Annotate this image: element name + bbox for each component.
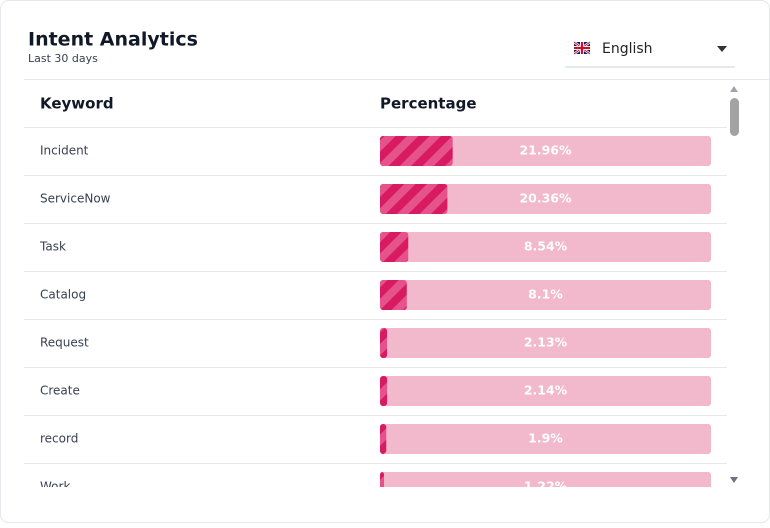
select-value[interactable]: English — [602, 41, 653, 57]
title: Intent Analytics — [28, 29, 198, 51]
percentage-label: 8.54% — [524, 239, 568, 254]
bar-track — [380, 376, 711, 406]
bar-fill — [380, 424, 387, 454]
bar-fill — [380, 232, 409, 262]
bar-track — [380, 472, 711, 487]
percentage-label: 2.13% — [524, 335, 568, 350]
percentage-label: 1.9% — [528, 431, 563, 446]
bar-track — [380, 184, 711, 214]
scroll-down[interactable] — [730, 477, 738, 483]
percentage-label: 2.14% — [524, 383, 568, 398]
bar-fill — [380, 472, 385, 487]
bar-track — [380, 424, 711, 454]
bar-fill — [380, 376, 388, 406]
percentage-label: 1.22% — [524, 479, 568, 494]
column-header: Percentage — [380, 95, 477, 113]
keyword: Request — [40, 336, 89, 350]
keyword: record — [40, 432, 78, 446]
keyword: Work — [40, 480, 70, 494]
percentage-label: 20.36% — [519, 191, 572, 206]
column-header: Keyword — [40, 95, 114, 113]
bar-track — [380, 328, 711, 358]
select-box[interactable] — [565, 30, 735, 67]
keyword: Incident — [40, 144, 89, 158]
subtitle: Last 30 days — [28, 52, 98, 65]
select-caret[interactable] — [717, 46, 727, 52]
table-body: Incident 21.96% ServiceNow 20.36% Task 8.54% C… — [24, 136, 727, 494]
percentage-label: 8.1% — [528, 287, 563, 302]
scrollbar[interactable] — [730, 86, 739, 483]
percentage-label: 21.96% — [519, 143, 572, 158]
scroll-up[interactable] — [730, 86, 738, 92]
keyword: Catalog — [40, 288, 86, 302]
bar-track — [380, 280, 711, 310]
keyword: ServiceNow — [40, 192, 111, 206]
language-select[interactable]: English — [565, 30, 735, 68]
bar-track — [380, 136, 711, 166]
flag-icon — [573, 40, 591, 56]
bar-track — [380, 232, 711, 262]
bar-fill — [380, 184, 448, 214]
bar-fill — [380, 328, 388, 358]
scroll-thumb[interactable] — [730, 98, 739, 136]
bar-fill — [380, 136, 453, 166]
keyword: Task — [39, 240, 66, 254]
bar-fill — [380, 280, 407, 310]
keyword: Create — [40, 384, 80, 398]
